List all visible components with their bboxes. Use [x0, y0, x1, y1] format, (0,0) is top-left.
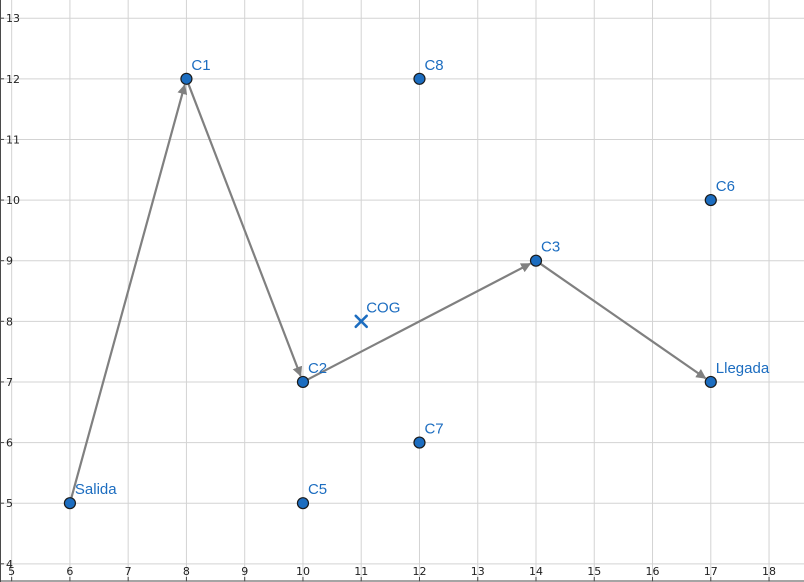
point-c1: [180, 72, 193, 85]
point-llegada: [704, 375, 717, 389]
y-tick-label: 12: [6, 73, 20, 86]
point-label-c5: C5: [308, 481, 327, 498]
x-tick-label: 10: [296, 565, 310, 578]
x-tick-label: 18: [762, 565, 776, 578]
route-arrow: [185, 78, 303, 377]
point-c2: [296, 375, 310, 389]
x-tick-label: 6: [66, 565, 73, 578]
points: [63, 72, 717, 510]
route-arrow: [68, 84, 188, 504]
y-tick-label: 10: [6, 194, 20, 207]
point-c8: [413, 72, 426, 85]
x-tick-label: 5: [8, 565, 15, 578]
x-tick-label: 14: [529, 565, 543, 578]
point-label-c1: C1: [191, 57, 210, 74]
y-tick-label: 5: [6, 497, 13, 510]
point-label-c8: C8: [424, 57, 443, 74]
x-tick-label: 16: [646, 565, 660, 578]
point-label-salida: Salida: [75, 481, 117, 498]
cog-label: COG: [366, 299, 400, 316]
point-label-llegada: Llegada: [716, 360, 770, 377]
route: [68, 78, 707, 504]
point-label-c7: C7: [424, 421, 443, 438]
y-tick-label: 4: [6, 558, 13, 571]
point-labels: Salida C1 C2 C3 Llegada C5 C6 C7 C8 COG: [75, 57, 770, 498]
x-tick-label: 13: [471, 565, 485, 578]
x-tick-label: 7: [125, 565, 132, 578]
x-tick-label: 9: [241, 565, 248, 578]
x-tick-label: 8: [183, 565, 190, 578]
x-tick-label: 11: [354, 565, 368, 578]
point-label-c6: C6: [716, 178, 735, 195]
y-tick-label: 13: [6, 12, 20, 25]
point-c7: [413, 436, 426, 449]
cog-marker: [354, 314, 368, 329]
route-arrow: [535, 259, 707, 380]
point-c6: [704, 193, 717, 207]
route-arrow: [302, 262, 532, 383]
y-tick-label: 7: [6, 376, 13, 389]
y-tick-label: 8: [6, 315, 13, 328]
x-tick-label: 17: [704, 565, 718, 578]
point-c5: [296, 497, 310, 510]
x-tick-label: 12: [412, 565, 426, 578]
y-tick-label: 6: [6, 437, 13, 450]
x-tick-label: 15: [587, 565, 601, 578]
y-tick-label: 11: [6, 133, 20, 146]
y-tick-label: 9: [6, 255, 13, 268]
point-label-c2: C2: [308, 360, 327, 377]
point-label-c3: C3: [541, 239, 560, 256]
point-c3: [529, 254, 543, 267]
point-salida: [63, 497, 77, 510]
